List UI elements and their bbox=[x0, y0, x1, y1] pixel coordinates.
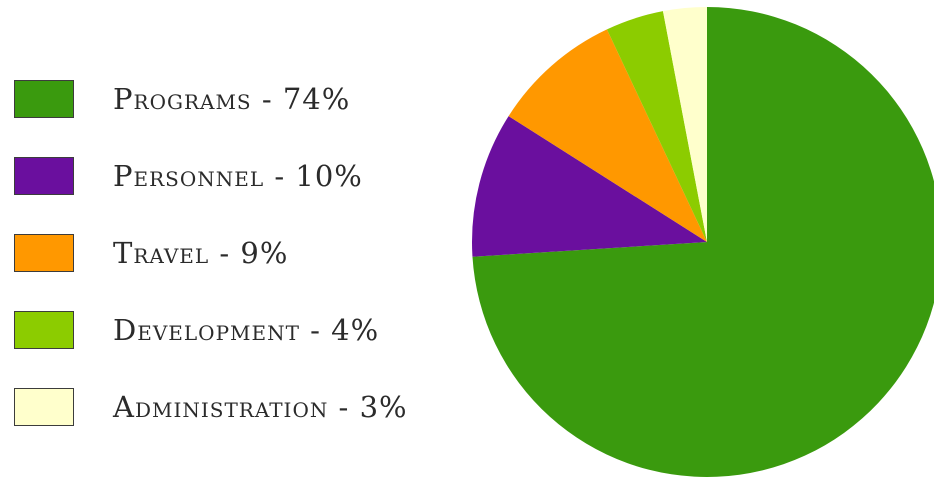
legend-label-administration: Administration - 3% bbox=[113, 390, 408, 424]
pie-slice-personnel bbox=[471, 116, 707, 257]
legend-item-personnel: Personnel - 10% bbox=[14, 156, 363, 196]
legend-swatch-administration bbox=[14, 388, 74, 426]
pie-slice-administration bbox=[662, 7, 707, 242]
legend-item-travel: Travel - 9% bbox=[14, 233, 288, 273]
legend-label-travel: Travel - 9% bbox=[113, 236, 289, 270]
legend-item-development: Development - 4% bbox=[14, 310, 379, 350]
legend-label-personnel: Personnel - 10% bbox=[113, 159, 363, 193]
pie-slice-development bbox=[606, 11, 707, 243]
pie-slice-travel bbox=[508, 29, 707, 242]
legend-item-administration: Administration - 3% bbox=[14, 387, 408, 427]
legend-swatch-programs bbox=[14, 80, 74, 118]
legend-label-development: Development - 4% bbox=[113, 313, 380, 347]
legend: Programs - 74% Personnel - 10% Travel - … bbox=[14, 79, 474, 439]
legend-swatch-development bbox=[14, 311, 74, 349]
legend-item-programs: Programs - 74% bbox=[14, 79, 350, 119]
legend-swatch-travel bbox=[14, 234, 74, 272]
legend-swatch-personnel bbox=[14, 157, 74, 195]
pie-slice-programs bbox=[472, 7, 934, 477]
legend-label-programs: Programs - 74% bbox=[113, 82, 351, 116]
